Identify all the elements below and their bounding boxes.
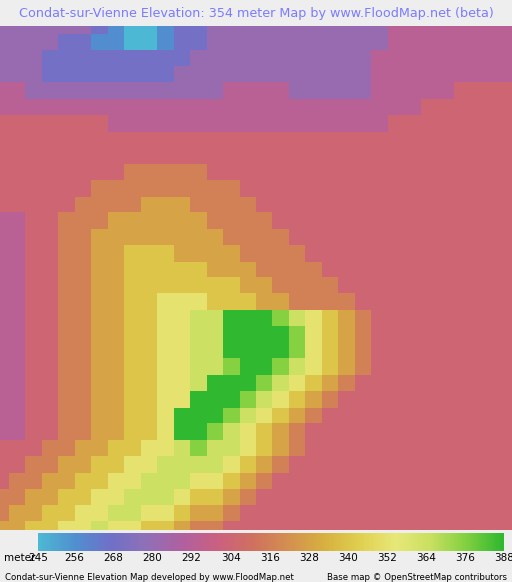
Text: 256: 256: [65, 553, 84, 563]
Text: 364: 364: [416, 553, 436, 563]
Text: 304: 304: [221, 553, 241, 563]
Text: 245: 245: [29, 553, 48, 563]
Text: 388: 388: [495, 553, 512, 563]
Text: 328: 328: [299, 553, 319, 563]
Text: meter: meter: [4, 553, 35, 563]
Text: 292: 292: [182, 553, 202, 563]
Text: 340: 340: [338, 553, 358, 563]
Text: 376: 376: [455, 553, 475, 563]
Text: 316: 316: [260, 553, 280, 563]
Text: Condat-sur-Vienne Elevation: 354 meter Map by www.FloodMap.net (beta): Condat-sur-Vienne Elevation: 354 meter M…: [18, 6, 494, 20]
Text: Condat-sur-Vienne Elevation Map developed by www.FloodMap.net: Condat-sur-Vienne Elevation Map develope…: [5, 573, 294, 582]
Text: 352: 352: [377, 553, 397, 563]
Text: 268: 268: [103, 553, 123, 563]
Text: Base map © OpenStreetMap contributors: Base map © OpenStreetMap contributors: [327, 573, 507, 582]
Text: 280: 280: [142, 553, 162, 563]
